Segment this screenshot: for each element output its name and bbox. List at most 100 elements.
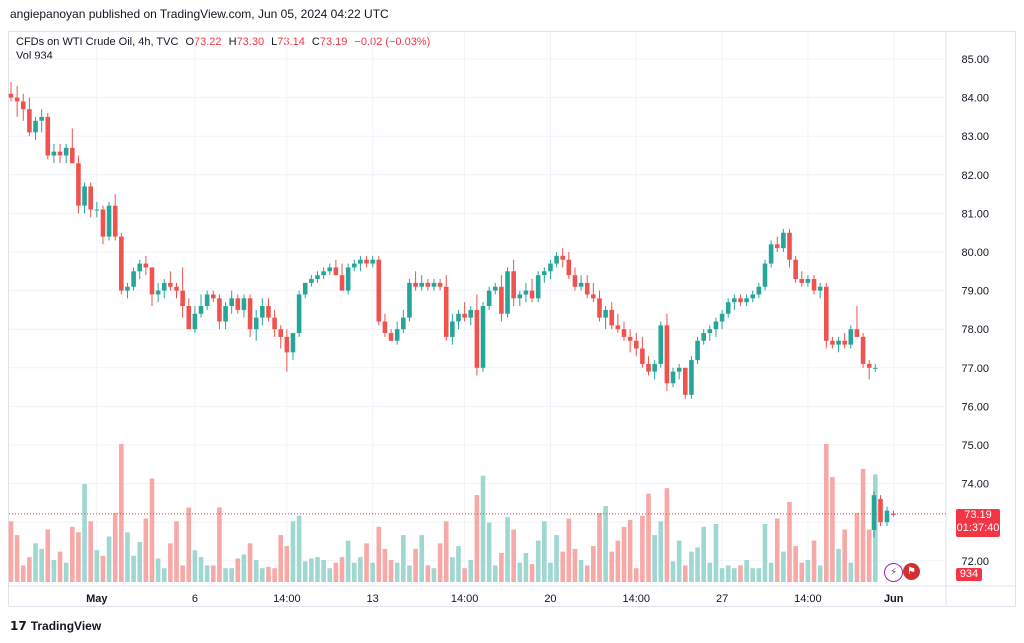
x-tick-label: 20: [544, 593, 556, 605]
event-flash-icon[interactable]: ⚡: [884, 563, 903, 582]
candle-body: [621, 329, 627, 337]
volume-bar: [511, 529, 516, 582]
candle-body: [358, 259, 363, 264]
candle-body: [100, 209, 106, 237]
volume-bar: [39, 548, 44, 582]
candle-body: [425, 282, 431, 287]
volume-bar: [517, 562, 523, 582]
candle-body: [842, 340, 847, 345]
volume-bar: [480, 475, 486, 582]
candle-body: [499, 286, 504, 314]
footer-brand: TradingView: [30, 619, 102, 633]
volume-bar: [302, 561, 308, 582]
candle-body: [744, 298, 749, 303]
volume-bar: [774, 518, 780, 582]
x-tick-label: Jun: [884, 593, 904, 605]
candle-body: [701, 333, 706, 341]
candle-body: [823, 286, 829, 341]
volume-bar: [137, 541, 143, 582]
candle-body: [321, 271, 326, 276]
volume-bar: [848, 562, 854, 582]
candle-body: [437, 282, 443, 287]
volume-bar: [112, 513, 118, 582]
volume-bar: [413, 548, 418, 582]
volume-bar: [548, 562, 553, 582]
y-tick-label: 85.00: [961, 54, 989, 66]
candle-body: [713, 321, 719, 330]
x-tick-label: 14:00: [451, 593, 479, 605]
volume-tag: 934: [956, 568, 982, 581]
candle-body: [125, 286, 130, 291]
volume-bar: [168, 543, 173, 582]
candle-body: [646, 363, 651, 372]
us-flag-icon[interactable]: ⚑: [903, 563, 920, 580]
candle-body: [284, 336, 290, 353]
candle-body: [725, 302, 731, 314]
volume-bar: [560, 551, 565, 582]
candle-body: [805, 279, 811, 283]
volume-bar: [499, 553, 504, 582]
candle-body: [848, 329, 854, 345]
volume-bar: [646, 493, 651, 582]
volume-bar: [388, 559, 394, 582]
volume-bar: [670, 561, 676, 582]
volume-bar: [217, 507, 222, 582]
candle-body: [70, 147, 75, 164]
publisher-line: angiepanoyan published on TradingView.co…: [10, 7, 389, 21]
volume-bar: [431, 568, 437, 582]
volume-bar: [333, 562, 339, 582]
last-price-value: 73.19: [964, 509, 992, 521]
candle-body: [871, 495, 877, 530]
candle-body: [327, 267, 333, 272]
volume-bar: [210, 565, 216, 582]
candle-body: [27, 109, 32, 133]
volume-bar: [315, 557, 320, 582]
candle-body: [566, 259, 572, 276]
candle-body: [450, 321, 455, 337]
volume-bar: [609, 551, 615, 582]
candle-body: [229, 298, 234, 307]
volume-bar: [738, 565, 743, 582]
volume-bar: [57, 551, 63, 582]
volume-bar: [781, 551, 786, 582]
candle-body: [615, 325, 621, 330]
candle-body: [401, 317, 406, 330]
candle-body: [186, 306, 192, 330]
candle-body: [830, 340, 835, 345]
y-tick-label: 75.00: [961, 440, 989, 452]
candle-body: [689, 360, 694, 395]
volume-bar: [658, 521, 664, 582]
candle-body: [82, 186, 87, 206]
volume-bar: [591, 546, 596, 582]
volume-bar: [713, 524, 719, 582]
candle-body: [217, 298, 222, 322]
candle-body: [707, 329, 713, 334]
candle-body: [548, 263, 553, 272]
candle-body: [517, 294, 523, 299]
volume-bar: [223, 568, 228, 582]
y-tick-label: 82.00: [961, 170, 989, 182]
volume-bar: [683, 565, 688, 582]
volume-bar: [63, 562, 69, 582]
low-value: 73.14: [277, 36, 305, 48]
volume-bar: [382, 548, 388, 582]
candle-body: [799, 279, 805, 283]
candle-body: [247, 298, 253, 330]
volume-bar: [100, 555, 106, 582]
low-label: L: [271, 36, 278, 48]
volume-bar: [486, 522, 492, 582]
candle-body: [811, 279, 817, 291]
candle-body: [364, 259, 369, 264]
close-label: C: [311, 36, 320, 48]
volume-bar: [70, 526, 75, 582]
candle-body: [462, 313, 467, 318]
tradingview-footer[interactable]: 𝟭𝟳 TradingView: [10, 619, 101, 633]
volume-bar: [321, 559, 326, 582]
volume-bar: [376, 526, 382, 582]
volume-bar: [762, 524, 768, 582]
volume-bar: [811, 540, 817, 582]
volume-bar: [94, 550, 100, 582]
volume-bar: [351, 562, 357, 582]
volume-bar: [805, 559, 811, 582]
